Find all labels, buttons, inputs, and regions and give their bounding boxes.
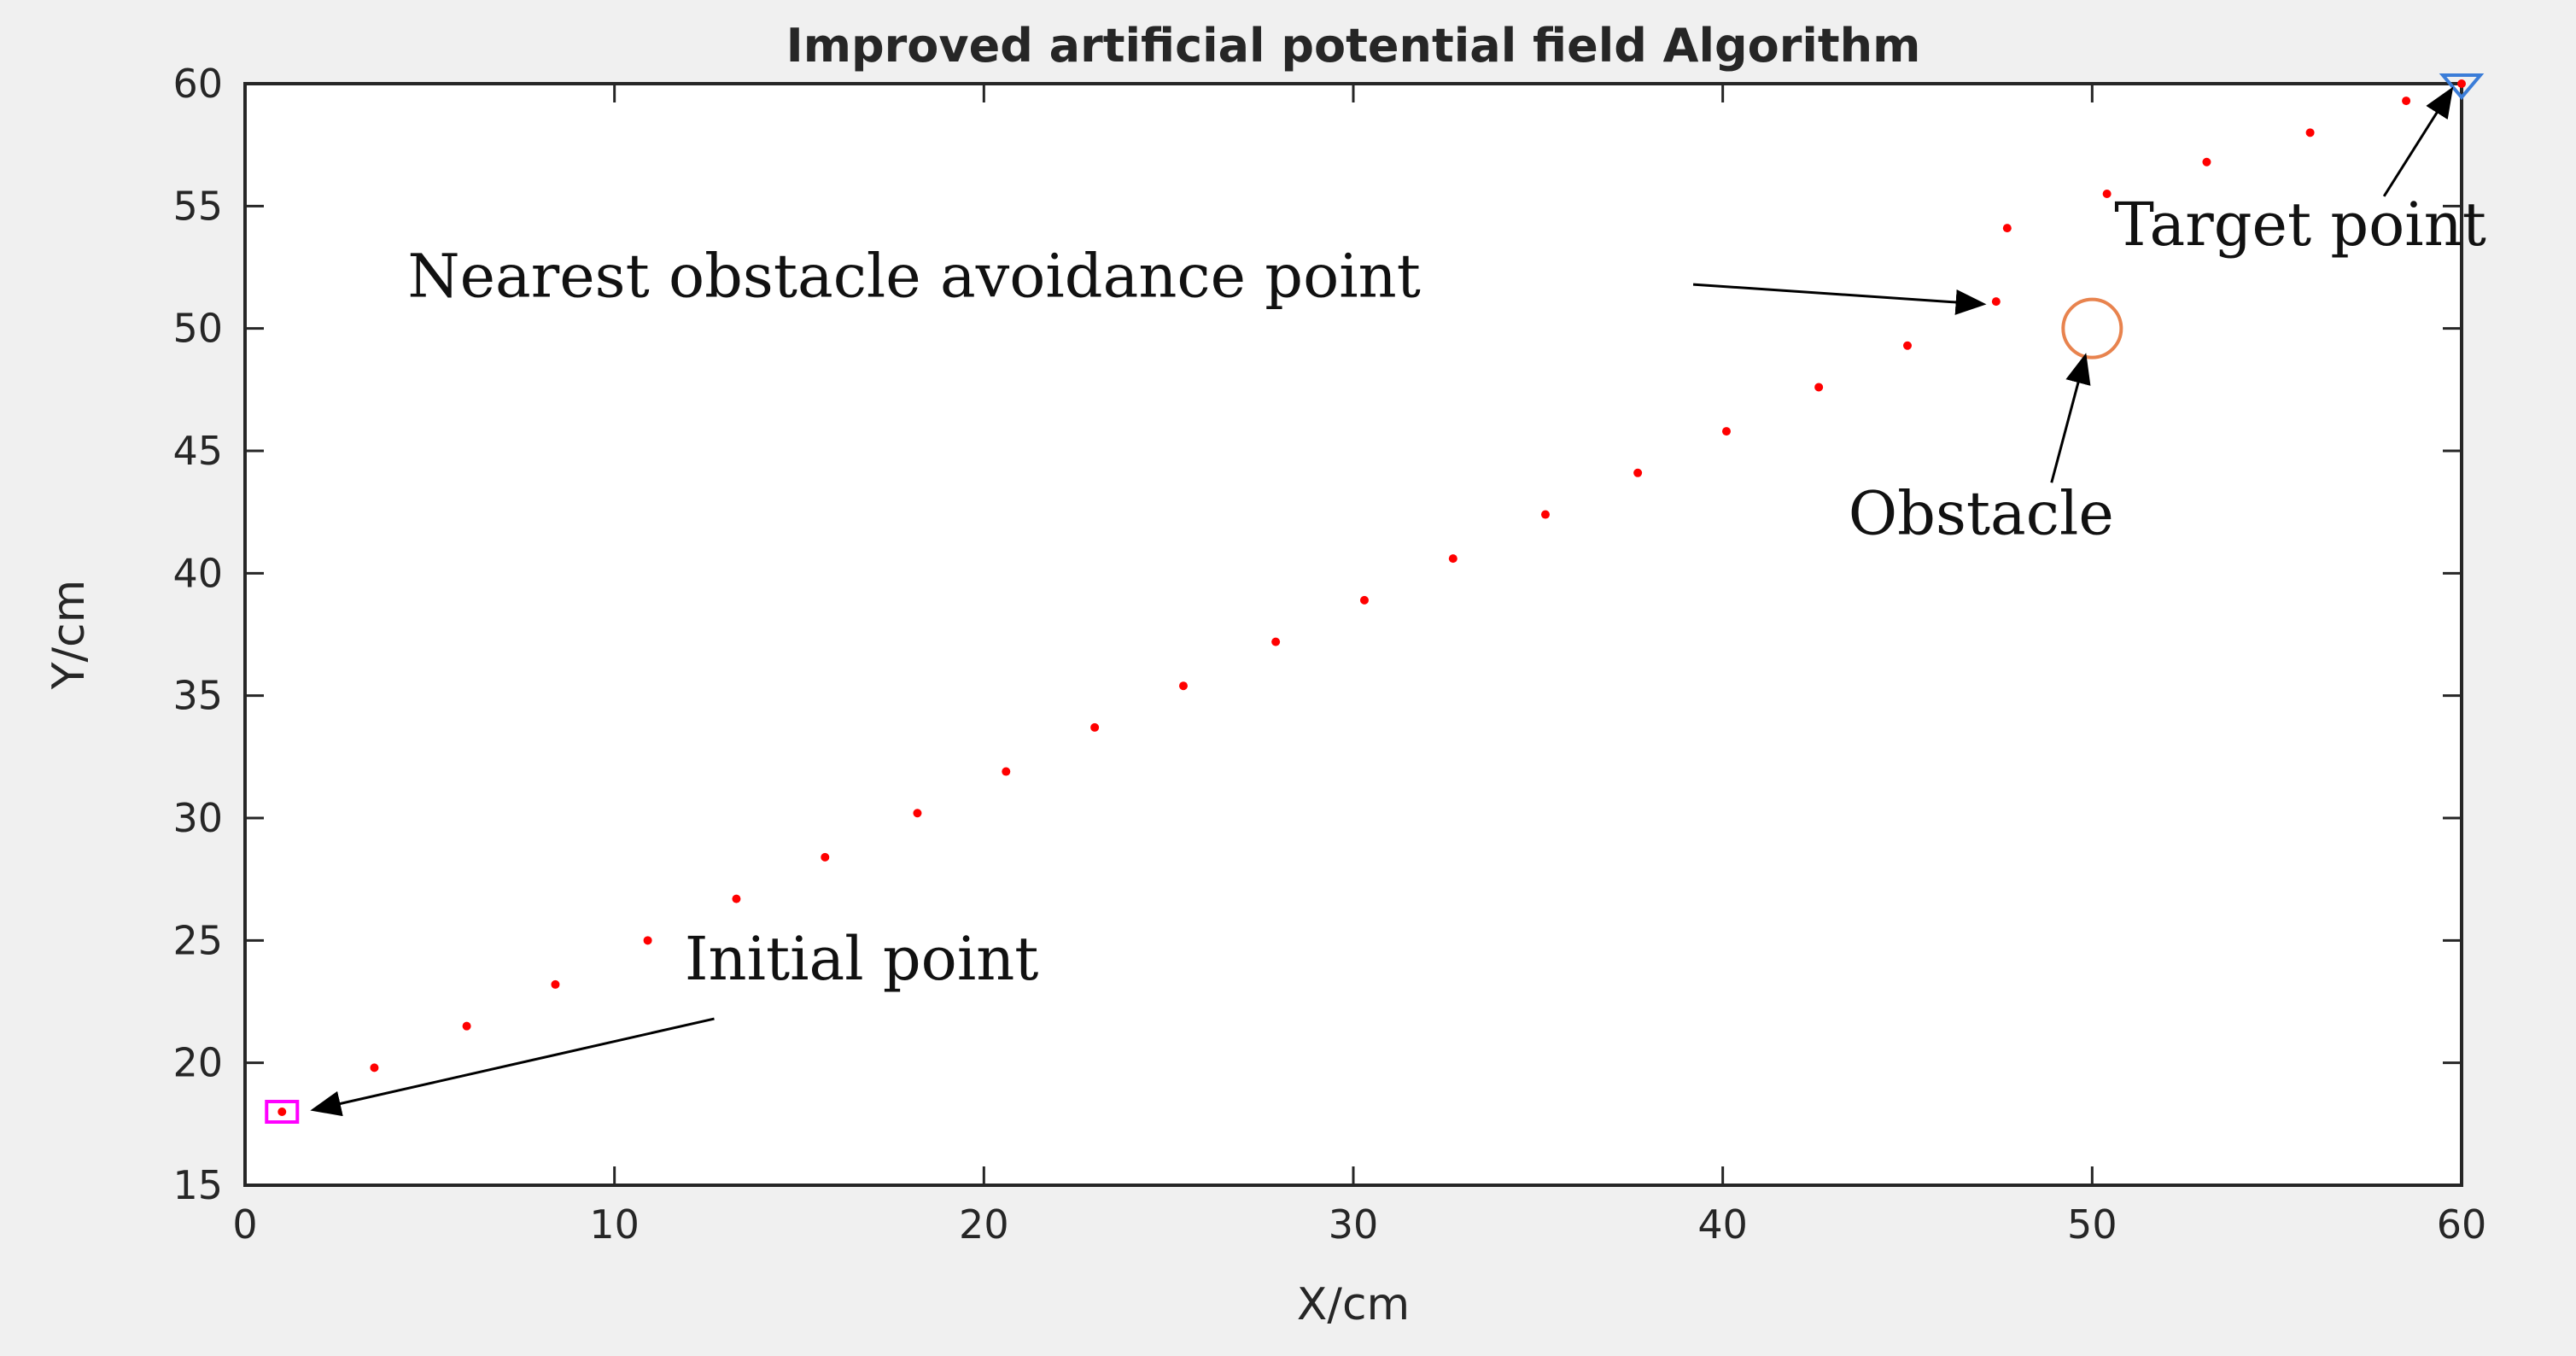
obstacle-marker — [2061, 297, 2123, 359]
y-tick-label: 45 — [172, 428, 223, 474]
y-tick-label: 50 — [172, 306, 223, 352]
path-point — [1090, 722, 1100, 732]
path-point — [462, 1021, 471, 1031]
path-point — [2202, 157, 2211, 167]
path-point — [2402, 96, 2411, 106]
path-point — [2102, 190, 2112, 198]
initial-point-marker — [265, 1100, 300, 1124]
y-tick-label: 20 — [172, 1040, 223, 1086]
y-tick-label: 35 — [172, 673, 223, 719]
path-point — [1359, 595, 1369, 605]
path-point — [1814, 383, 1824, 392]
path-point — [1002, 767, 1011, 776]
path-point — [643, 936, 652, 945]
y-tick-label: 55 — [172, 183, 223, 229]
y-tick-label: 40 — [172, 550, 223, 596]
y-tick-label: 15 — [172, 1162, 223, 1208]
path-point — [1721, 427, 1731, 436]
path-point — [551, 979, 560, 989]
x-axis-label: X/cm — [1297, 1279, 1410, 1330]
x-tick-label: 40 — [1697, 1201, 1748, 1248]
annotations: Nearest obstacle avoidance point Target p… — [310, 86, 2486, 1117]
path-point — [913, 809, 922, 818]
x-axis-ticks: 0 10 20 30 40 50 60 — [232, 84, 2486, 1248]
x-tick-label: 50 — [2067, 1201, 2117, 1248]
path-point — [2305, 128, 2315, 137]
path-point — [370, 1063, 379, 1073]
path-point — [2002, 224, 2012, 233]
annotation-arrow-obstacle — [2050, 353, 2091, 483]
path-point — [1448, 554, 1457, 564]
chart-title: Improved artificial potential field Algo… — [786, 19, 1921, 73]
path-point — [821, 852, 830, 862]
x-tick-label: 30 — [1329, 1201, 1379, 1248]
x-tick-label: 10 — [589, 1201, 640, 1248]
annotation-arrow-nearest — [1692, 283, 1987, 315]
y-tick-label: 25 — [172, 917, 223, 963]
x-tick-label: 60 — [2437, 1201, 2487, 1248]
special-markers — [265, 73, 2485, 1124]
plot-area — [243, 82, 2463, 1187]
y-tick-label: 30 — [172, 795, 223, 841]
y-axis-ticks: 15 20 25 30 35 40 45 50 55 60 — [172, 61, 2462, 1208]
path-point — [1178, 681, 1188, 691]
y-tick-label: 60 — [172, 61, 223, 107]
x-tick-label: 20 — [959, 1201, 1009, 1248]
path-point — [277, 1108, 287, 1116]
path-point — [732, 894, 741, 903]
annotation-label-initial: Initial point — [685, 924, 1039, 994]
target-point-marker — [2439, 73, 2485, 101]
x-tick-label: 0 — [232, 1201, 257, 1248]
annotation-label-obstacle: Obstacle — [1849, 478, 2114, 548]
path-point — [2457, 79, 2466, 88]
path-points — [277, 79, 2466, 1116]
annotation-label-nearest: Nearest obstacle avoidance point — [407, 241, 1420, 311]
annotation-label-target: Target point — [2114, 190, 2486, 260]
path-point — [1991, 297, 2001, 307]
annotation-arrow-initial — [310, 1017, 715, 1117]
path-point — [1903, 341, 1912, 350]
path-point — [1633, 468, 1643, 477]
annotation-arrow-target — [2382, 86, 2454, 197]
path-point — [1540, 510, 1550, 519]
y-axis-label: Y/cm — [44, 580, 95, 691]
path-point — [1271, 637, 1281, 646]
